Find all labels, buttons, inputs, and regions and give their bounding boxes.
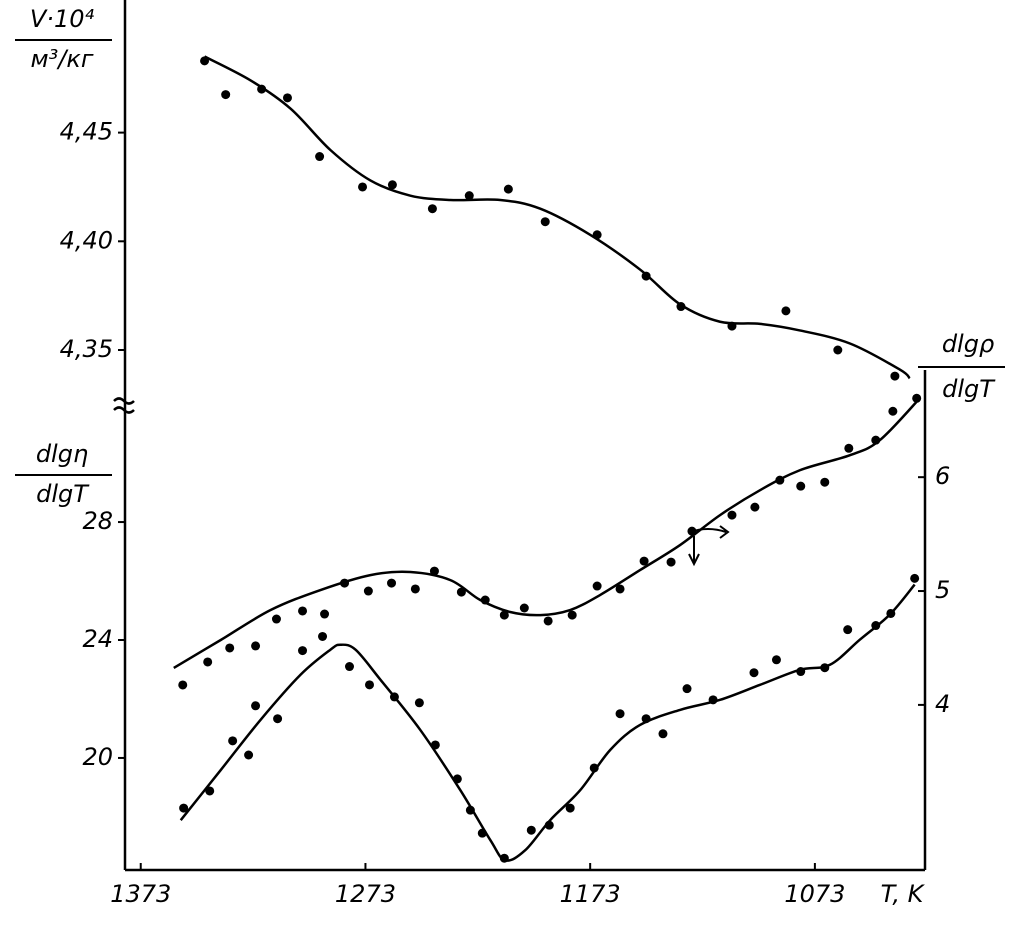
y-tick-label: 20 — [82, 743, 113, 771]
x-tick-label: 1373 — [110, 880, 171, 908]
data-point — [298, 646, 308, 656]
data-point — [456, 587, 466, 597]
data-point — [526, 825, 536, 835]
data-point — [318, 631, 328, 641]
data-point — [820, 477, 830, 487]
data-point — [771, 655, 781, 665]
y2-label-numerator: dlgρ — [942, 330, 994, 358]
data-point — [658, 729, 668, 739]
data-point — [251, 641, 261, 651]
data-point — [567, 610, 577, 620]
data-point — [666, 557, 676, 567]
data-point — [843, 625, 853, 635]
data-point — [315, 152, 325, 162]
data-point — [414, 698, 424, 708]
data-point — [592, 581, 602, 591]
data-point — [427, 204, 437, 214]
y2-tick-label: 5 — [935, 576, 950, 604]
data-point — [519, 603, 529, 613]
y2-label-denominator: dlgT — [942, 375, 996, 403]
x-axis-label: T, K — [881, 880, 926, 908]
y-tick-label: 4,45 — [60, 118, 113, 146]
data-point — [543, 616, 553, 626]
data-point — [565, 803, 575, 813]
data-point — [796, 481, 806, 491]
y2-tick-label: 4 — [935, 690, 950, 718]
axis-break — [113, 397, 135, 414]
data-point — [410, 584, 420, 594]
data-point — [387, 180, 397, 190]
data-point — [615, 584, 625, 594]
y-label-numerator: dlgη — [36, 440, 88, 468]
data-point — [205, 786, 215, 796]
data-point — [244, 750, 254, 760]
data-point — [298, 606, 308, 616]
y-tick-label: 24 — [82, 625, 113, 653]
axis-arrow — [688, 525, 730, 567]
y2-tick-label: 6 — [935, 462, 950, 490]
data-point — [273, 714, 283, 724]
y-tick-label: 28 — [82, 507, 113, 535]
data-point — [781, 306, 791, 316]
data-point — [320, 609, 330, 619]
data-point — [910, 573, 920, 583]
data-point — [363, 586, 373, 596]
x-tick-label: 1073 — [784, 880, 845, 908]
data-point — [364, 680, 374, 690]
y-tick-label: 4,35 — [60, 335, 113, 363]
data-point — [503, 184, 513, 194]
data-point — [639, 556, 649, 566]
data-point — [682, 684, 692, 694]
data-point — [589, 763, 599, 773]
data-point — [429, 566, 439, 576]
data-point — [844, 443, 854, 453]
data-point — [750, 502, 760, 512]
y-label-numerator: V·10⁴ — [30, 5, 95, 33]
data-point — [358, 182, 368, 192]
data-point — [499, 610, 509, 620]
fit-line — [173, 397, 921, 669]
x-tick-label: 1273 — [335, 880, 396, 908]
data-point — [282, 93, 292, 103]
y-tick-label: 4,40 — [60, 226, 113, 254]
data-point — [615, 709, 625, 719]
data-point — [178, 680, 188, 690]
data-point — [727, 510, 737, 520]
x-tick-label: 1173 — [560, 880, 621, 908]
data-point — [464, 191, 474, 201]
y-label-denominator: м³/кг — [31, 45, 94, 73]
data-point — [888, 406, 898, 416]
y-label-denominator: dlgT — [36, 480, 90, 508]
fit-line — [179, 583, 916, 862]
data-point — [540, 217, 550, 227]
data-point — [271, 614, 281, 624]
data-point — [203, 657, 213, 667]
data-point — [221, 90, 231, 100]
data-point — [890, 371, 900, 381]
data-point — [228, 736, 238, 746]
data-point — [225, 643, 235, 653]
data-point — [344, 662, 354, 672]
data-point — [251, 701, 261, 711]
data-point — [387, 578, 397, 588]
data-point — [179, 803, 189, 813]
data-point — [833, 345, 843, 355]
fit-line — [203, 55, 911, 380]
data-point — [749, 668, 759, 678]
